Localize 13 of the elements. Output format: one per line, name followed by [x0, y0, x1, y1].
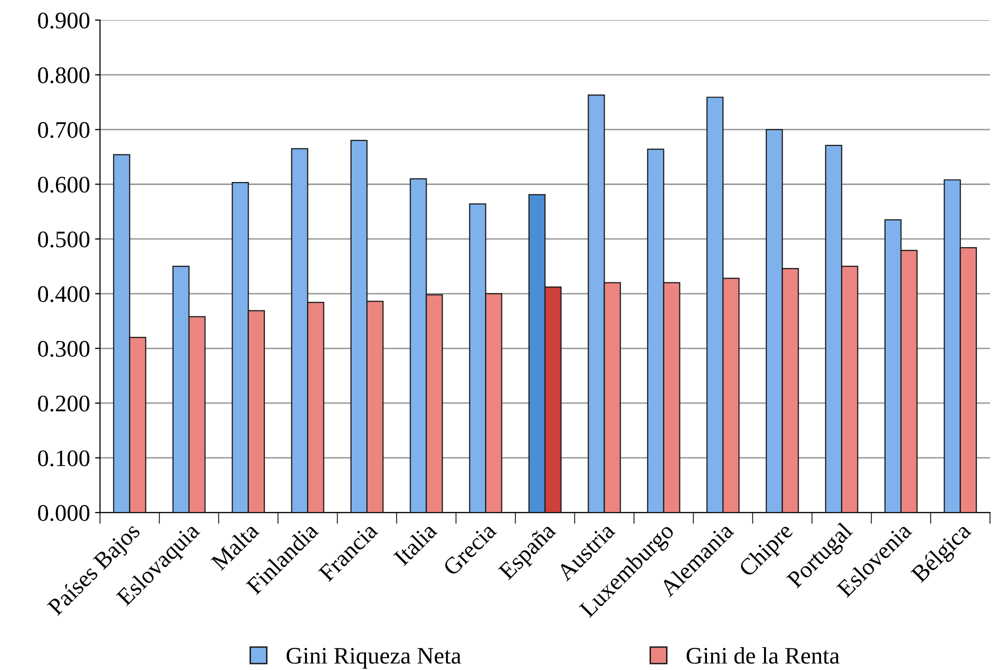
y-tick-label: 0.900 [38, 12, 90, 29]
y-tick-label: 0.300 [38, 340, 90, 357]
y-tick-label: 0.700 [38, 122, 90, 138]
y-tick-label: 0.400 [38, 286, 90, 302]
y-tick-label: 0.200 [38, 396, 90, 412]
y-tick-label: 0.100 [38, 450, 90, 466]
legend-label: Gini Riqueza Neta [286, 648, 462, 669]
y-tick-label: 0.600 [38, 176, 90, 193]
y-tick-label: 0.000 [38, 505, 90, 522]
legend-label: Gini de la Renta [686, 647, 840, 664]
y-tick-label: 0.500 [38, 231, 90, 248]
y-tick-label: 0.800 [38, 67, 90, 84]
x-tick-label: Italia [392, 521, 438, 566]
